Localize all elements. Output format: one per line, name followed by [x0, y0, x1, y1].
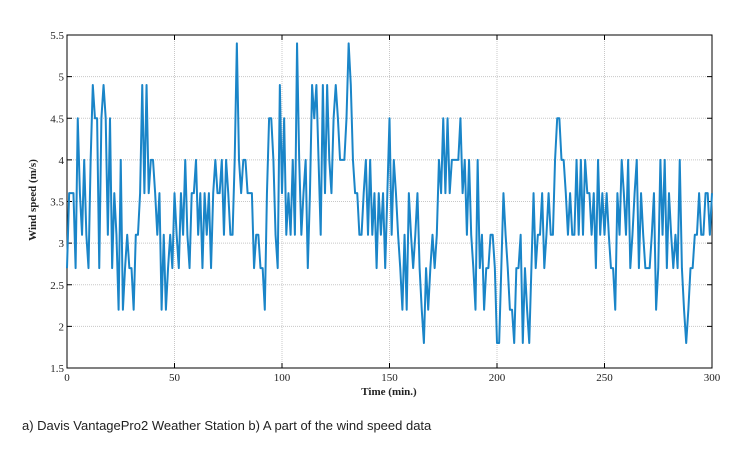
caption: a) Davis VantagePro2 Weather Station b) …	[22, 418, 432, 433]
y-tick-label: 3	[59, 238, 65, 250]
y-tick-label: 3.5	[50, 197, 64, 209]
x-tick-label: 300	[704, 372, 721, 384]
y-tick-label: 1.5	[50, 363, 64, 375]
y-tick-label: 4	[59, 155, 65, 167]
x-tick-label: 50	[169, 372, 181, 384]
y-tick-label: 5	[59, 72, 65, 84]
y-tick-label: 5.5	[50, 30, 64, 42]
y-tick-label: 2.5	[50, 280, 64, 292]
y-axis-label: Wind speed (m/s)	[27, 159, 39, 241]
x-tick-label: 250	[596, 372, 613, 384]
x-axis-label: Time (min.)	[361, 386, 417, 398]
data-line	[66, 42, 713, 345]
y-tick-label: 4.5	[50, 113, 64, 125]
x-tick-label: 0	[64, 372, 70, 384]
y-tick-label: 2	[59, 321, 65, 333]
x-tick-label: 150	[381, 372, 398, 384]
x-tick-label: 200	[489, 372, 506, 384]
x-tick-label: 100	[274, 372, 291, 384]
